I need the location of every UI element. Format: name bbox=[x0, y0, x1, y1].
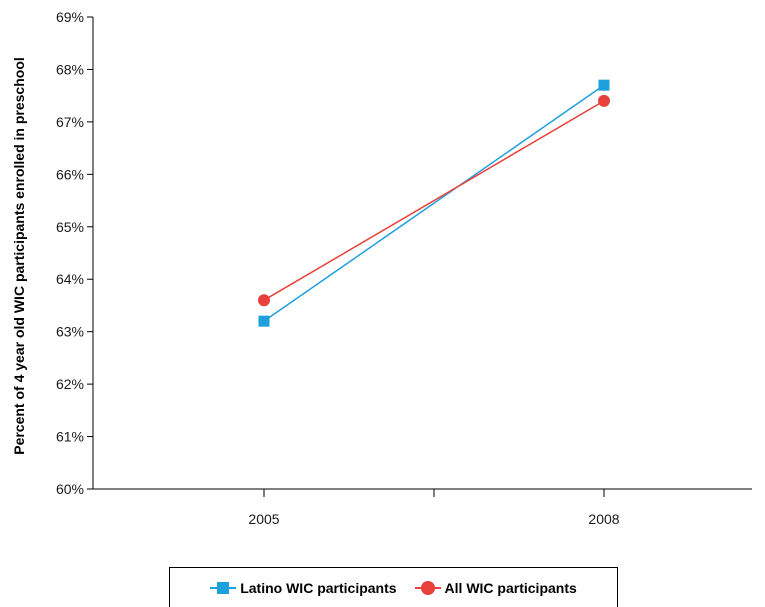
legend-item-all: All WIC participants bbox=[414, 579, 577, 596]
series-line-all bbox=[263, 100, 605, 301]
data-point-square bbox=[258, 315, 270, 327]
y-tick-label: 62% bbox=[56, 376, 84, 392]
data-point-square bbox=[598, 79, 610, 91]
y-tick-label: 60% bbox=[56, 481, 84, 497]
legend-label-all: All WIC participants bbox=[444, 579, 577, 596]
y-tick-label: 64% bbox=[56, 271, 84, 287]
y-tick-label: 66% bbox=[56, 166, 84, 182]
y-tick-label: 67% bbox=[56, 114, 84, 130]
y-tick-label: 68% bbox=[56, 61, 84, 77]
y-axis: 60% 61% 62% 63% 64% 65% 66% 67% 68% 69% bbox=[56, 9, 94, 497]
series-line-latino bbox=[263, 84, 605, 322]
y-axis-title: Percent of 4 year old WIC participants e… bbox=[11, 57, 27, 455]
x-tick-label: 2008 bbox=[588, 511, 619, 527]
data-point-circle bbox=[598, 94, 610, 107]
legend-label-latino: Latino WIC participants bbox=[240, 579, 397, 596]
y-tick-label: 65% bbox=[56, 219, 84, 235]
data-point-circle bbox=[258, 294, 270, 307]
x-tick-label: 2005 bbox=[248, 511, 279, 527]
y-tick-label: 61% bbox=[56, 429, 84, 445]
line-chart: 60%61%62%63%64%65%66%67%68%69% 2005 2008 … bbox=[11, 9, 752, 527]
legend-swatch-circle bbox=[414, 580, 441, 595]
series-layer bbox=[258, 79, 610, 327]
legend-item-latino: Latino WIC participants bbox=[210, 579, 397, 596]
legend-swatch-square bbox=[210, 581, 237, 595]
y-tick-label: 63% bbox=[56, 324, 84, 340]
circle-marker-icon bbox=[420, 580, 435, 595]
legend: Latino WIC participants All WIC particip… bbox=[169, 567, 618, 607]
y-tick-label: 69% bbox=[56, 9, 84, 25]
x-axis: 2005 2008 bbox=[93, 488, 752, 527]
square-marker-icon bbox=[217, 581, 230, 594]
